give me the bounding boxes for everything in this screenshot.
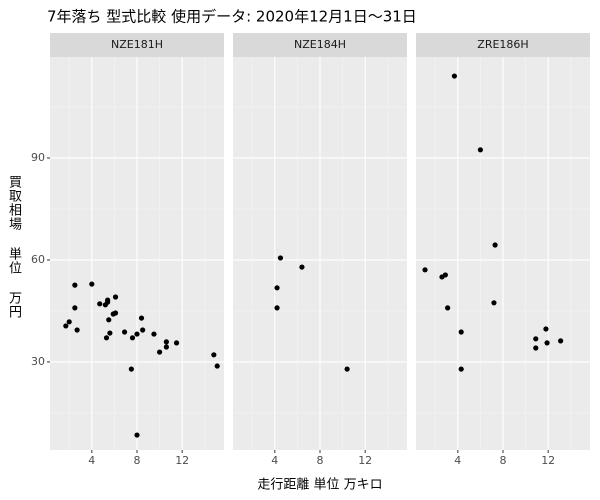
x-tick-label: 12	[541, 454, 555, 467]
point	[106, 317, 112, 323]
x-tick-label: 8	[500, 454, 507, 467]
point	[163, 339, 169, 345]
x-tick-label: 12	[175, 454, 189, 467]
point	[156, 349, 163, 355]
point	[344, 366, 350, 372]
point	[66, 319, 72, 325]
point	[63, 323, 69, 329]
strip-label: NZE184H	[294, 38, 346, 51]
chart-title: 7年落ち 型式比較 使用データ: 2020年12月1日～31日	[47, 8, 417, 26]
point	[134, 331, 140, 337]
strip	[50, 33, 224, 57]
point	[558, 338, 564, 344]
point	[492, 242, 498, 248]
y-tick-label: 60	[31, 253, 45, 266]
point	[173, 340, 180, 346]
point	[211, 352, 217, 358]
point	[491, 300, 497, 306]
point	[445, 305, 451, 311]
x-tick-label: 4	[454, 454, 461, 467]
point	[107, 330, 113, 336]
y-tick-label: 30	[31, 355, 45, 368]
point	[163, 344, 169, 350]
point	[89, 281, 95, 287]
x-tick-label: 8	[134, 454, 141, 467]
point	[72, 305, 78, 311]
point	[74, 327, 80, 333]
point	[533, 336, 539, 342]
point	[451, 73, 458, 79]
point	[128, 366, 134, 372]
strip	[233, 33, 407, 57]
point	[121, 329, 128, 335]
point	[129, 335, 136, 341]
point	[458, 366, 464, 372]
x-tick-label: 4	[271, 454, 278, 467]
point	[112, 310, 119, 316]
x-tick-label: 12	[358, 454, 372, 467]
point	[277, 255, 284, 261]
point	[299, 264, 305, 270]
point	[274, 305, 280, 311]
point	[72, 282, 78, 288]
point	[97, 301, 103, 307]
point	[422, 267, 428, 273]
x-tick-label: 4	[88, 454, 95, 467]
point	[458, 329, 464, 335]
point	[151, 331, 157, 337]
point	[214, 363, 220, 369]
point	[103, 335, 110, 341]
y-tick-label: 90	[31, 151, 45, 164]
point	[533, 345, 539, 351]
strip	[416, 33, 590, 57]
point	[112, 294, 119, 300]
strip-label: NZE181H	[111, 38, 163, 51]
point	[274, 285, 280, 291]
point	[105, 297, 111, 303]
point	[477, 147, 484, 153]
point	[134, 432, 140, 438]
x-tick-label: 8	[317, 454, 324, 467]
strip-label: ZRE186H	[477, 38, 528, 51]
y-axis-label: 買取相場 単位 万円	[6, 175, 21, 319]
point	[140, 327, 146, 333]
point	[138, 315, 145, 321]
x-axis-label: 走行距離 単位 万キロ	[257, 477, 382, 493]
point	[543, 326, 549, 332]
point	[544, 340, 550, 346]
point	[442, 272, 448, 278]
